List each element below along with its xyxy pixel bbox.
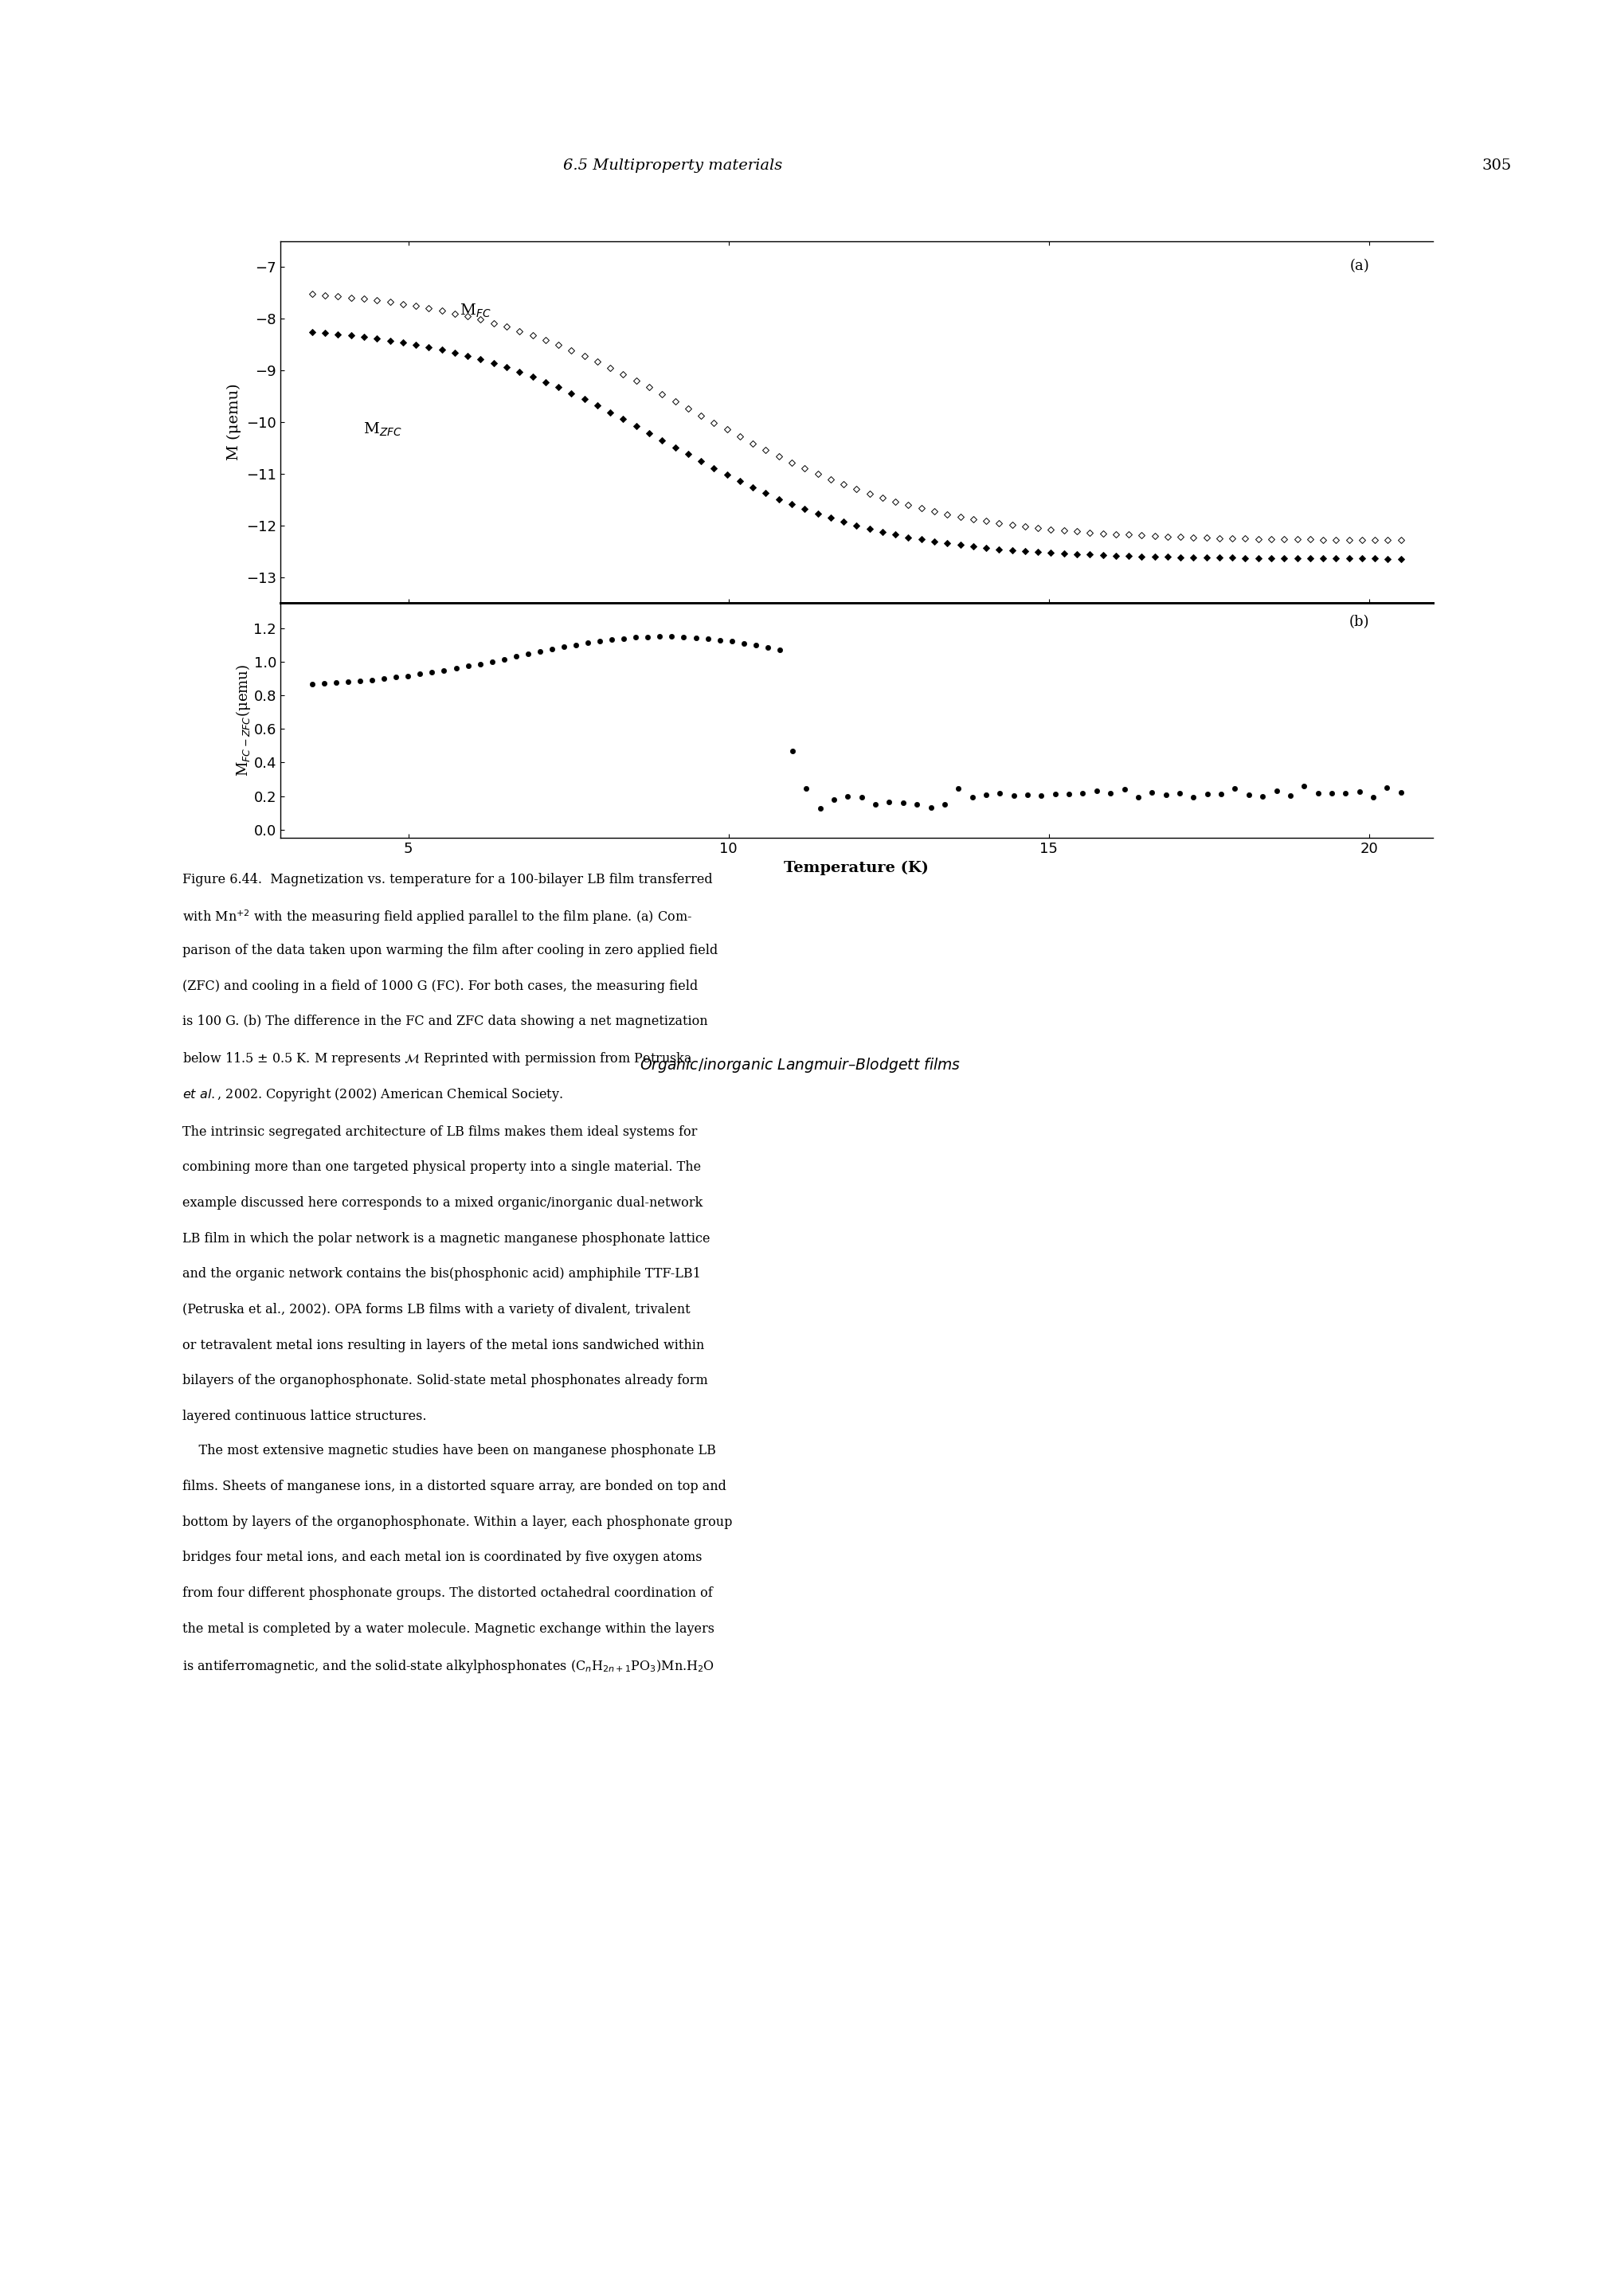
- Text: (Petruska et al., 2002). OPA forms LB films with a variety of divalent, trivalen: (Petruska et al., 2002). OPA forms LB fi…: [183, 1304, 690, 1316]
- Text: The most extensive magnetic studies have been on manganese phosphonate LB: The most extensive magnetic studies have…: [183, 1444, 716, 1458]
- Text: films. Sheets of manganese ions, in a distorted square array, are bonded on top : films. Sheets of manganese ions, in a di…: [183, 1479, 727, 1492]
- Text: M$_{ZFC}$: M$_{ZFC}$: [363, 420, 402, 439]
- Text: parison of the data taken upon warming the film after cooling in zero applied fi: parison of the data taken upon warming t…: [183, 944, 717, 957]
- Text: $\mathit{Organic/inorganic\ Langmuir}$–$\mathit{Blodgett\ films}$: $\mathit{Organic/inorganic\ Langmuir}$–$…: [640, 1056, 961, 1075]
- Text: $\it{et}$ $\it{al.}$, 2002. Copyright (2002) American Chemical Society.: $\it{et}$ $\it{al.}$, 2002. Copyright (2…: [183, 1086, 564, 1102]
- Text: 305: 305: [1483, 158, 1511, 172]
- Text: 6.5 Multiproperty materials: 6.5 Multiproperty materials: [564, 158, 781, 172]
- Text: bridges four metal ions, and each metal ion is coordinated by five oxygen atoms: bridges four metal ions, and each metal …: [183, 1552, 703, 1564]
- Text: from four different phosphonate groups. The distorted octahedral coordination of: from four different phosphonate groups. …: [183, 1587, 712, 1600]
- Text: (b): (b): [1350, 615, 1369, 629]
- Y-axis label: M$_{FC-ZFC}$(μemu): M$_{FC-ZFC}$(μemu): [234, 664, 253, 776]
- Text: LB film in which the polar network is a magnetic manganese phosphonate lattice: LB film in which the polar network is a …: [183, 1231, 711, 1244]
- Text: is 100 G. (b) The difference in the FC and ZFC data showing a net magnetization: is 100 G. (b) The difference in the FC a…: [183, 1015, 708, 1029]
- Text: Figure 6.44.  Magnetization vs. temperature for a 100-bilayer LB film transferre: Figure 6.44. Magnetization vs. temperatu…: [183, 872, 712, 886]
- Text: combining more than one targeted physical property into a single material. The: combining more than one targeted physica…: [183, 1162, 701, 1173]
- Text: The intrinsic segregated architecture of LB films makes them ideal systems for: The intrinsic segregated architecture of…: [183, 1125, 698, 1139]
- X-axis label: Temperature (K): Temperature (K): [784, 861, 929, 875]
- Text: is antiferromagnetic, and the solid-state alkylphosphonates (C$_n$H$_{2n+1}$PO$_: is antiferromagnetic, and the solid-stat…: [183, 1658, 714, 1674]
- Text: bottom by layers of the organophosphonate. Within a layer, each phosphonate grou: bottom by layers of the organophosphonat…: [183, 1515, 732, 1529]
- Text: example discussed here corresponds to a mixed organic/inorganic dual-network: example discussed here corresponds to a …: [183, 1196, 703, 1210]
- Text: M$_{FC}$: M$_{FC}$: [459, 303, 492, 319]
- Text: the metal is completed by a water molecule. Magnetic exchange within the layers: the metal is completed by a water molecu…: [183, 1621, 714, 1635]
- Text: (a): (a): [1350, 259, 1369, 273]
- Text: bilayers of the organophosphonate. Solid-state metal phosphonates already form: bilayers of the organophosphonate. Solid…: [183, 1373, 708, 1387]
- Text: with Mn$^{+2}$ with the measuring field applied parallel to the film plane. (a) : with Mn$^{+2}$ with the measuring field …: [183, 907, 692, 925]
- Y-axis label: M (μemu): M (μemu): [227, 383, 242, 461]
- Text: and the organic network contains the bis(phosphonic acid) amphiphile TTF-LB1: and the organic network contains the bis…: [183, 1267, 701, 1281]
- Text: or tetravalent metal ions resulting in layers of the metal ions sandwiched withi: or tetravalent metal ions resulting in l…: [183, 1339, 704, 1352]
- Text: layered continuous lattice structures.: layered continuous lattice structures.: [183, 1410, 426, 1424]
- Text: below 11.5 $\pm$ 0.5 K. M represents $\mathcal{M}$ Reprinted with permission fro: below 11.5 $\pm$ 0.5 K. M represents $\m…: [183, 1052, 693, 1068]
- Text: (ZFC) and cooling in a field of 1000 G (FC). For both cases, the measuring field: (ZFC) and cooling in a field of 1000 G (…: [183, 978, 698, 992]
